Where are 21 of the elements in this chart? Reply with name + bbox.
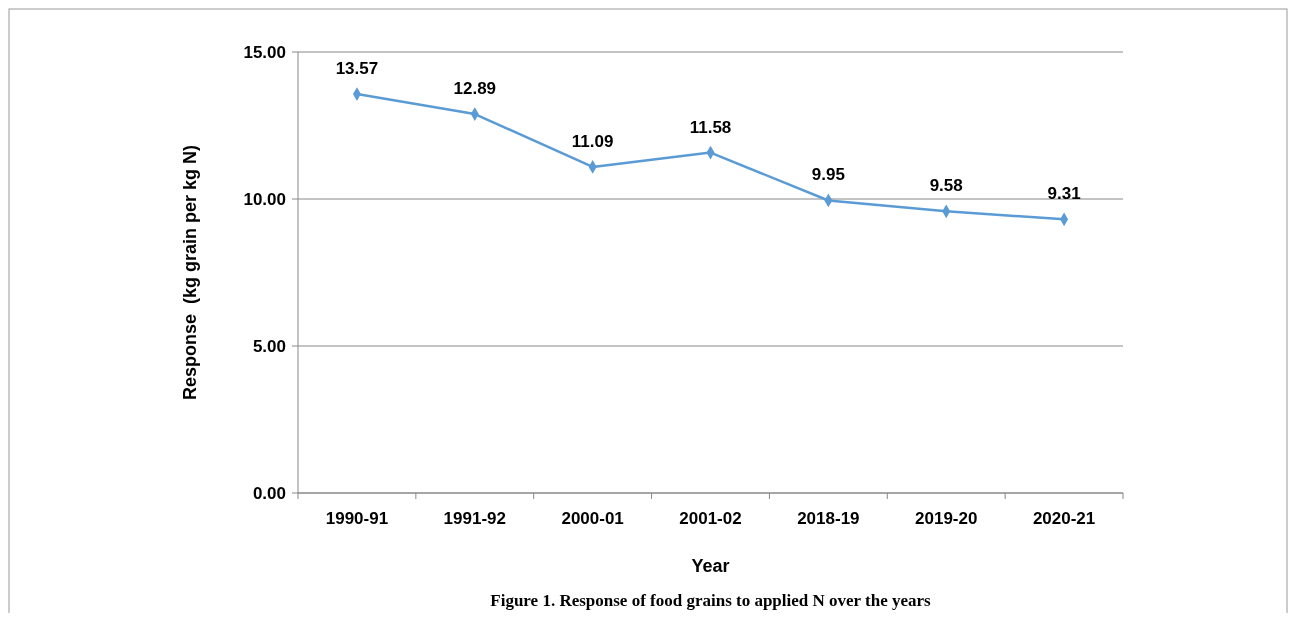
data-label: 9.95 — [811, 165, 845, 185]
x-tick-label: 2020-21 — [1032, 509, 1096, 528]
data-label: 11.58 — [689, 117, 732, 137]
data-label: 11.09 — [571, 131, 614, 151]
x-tick-label: 1990-91 — [325, 509, 389, 528]
y-tick-label: 15.00 — [243, 42, 286, 62]
x-tick-label: 2019-20 — [915, 509, 978, 528]
x-axis-title: Year — [691, 556, 730, 576]
data-label: 12.89 — [453, 79, 497, 99]
x-tick-label: 1991-92 — [443, 509, 506, 528]
x-tick-label: 2000-01 — [561, 509, 624, 528]
data-label: 9.31 — [1047, 184, 1081, 204]
data-label: 13.57 — [335, 59, 379, 79]
caption: Figure 1. Response of food grains to applied N over the years — [490, 591, 932, 610]
x-tick-label: 2018-19 — [797, 509, 860, 528]
x-tick-label: 2001-02 — [679, 509, 742, 528]
y-tick-label: 0.00 — [252, 483, 286, 503]
y-axis-title: Response (kg grain per kg N) — [180, 144, 200, 401]
y-tick-label: 10.00 — [243, 189, 286, 209]
y-tick-label: 5.00 — [252, 336, 286, 356]
data-label: 9.58 — [929, 176, 963, 196]
